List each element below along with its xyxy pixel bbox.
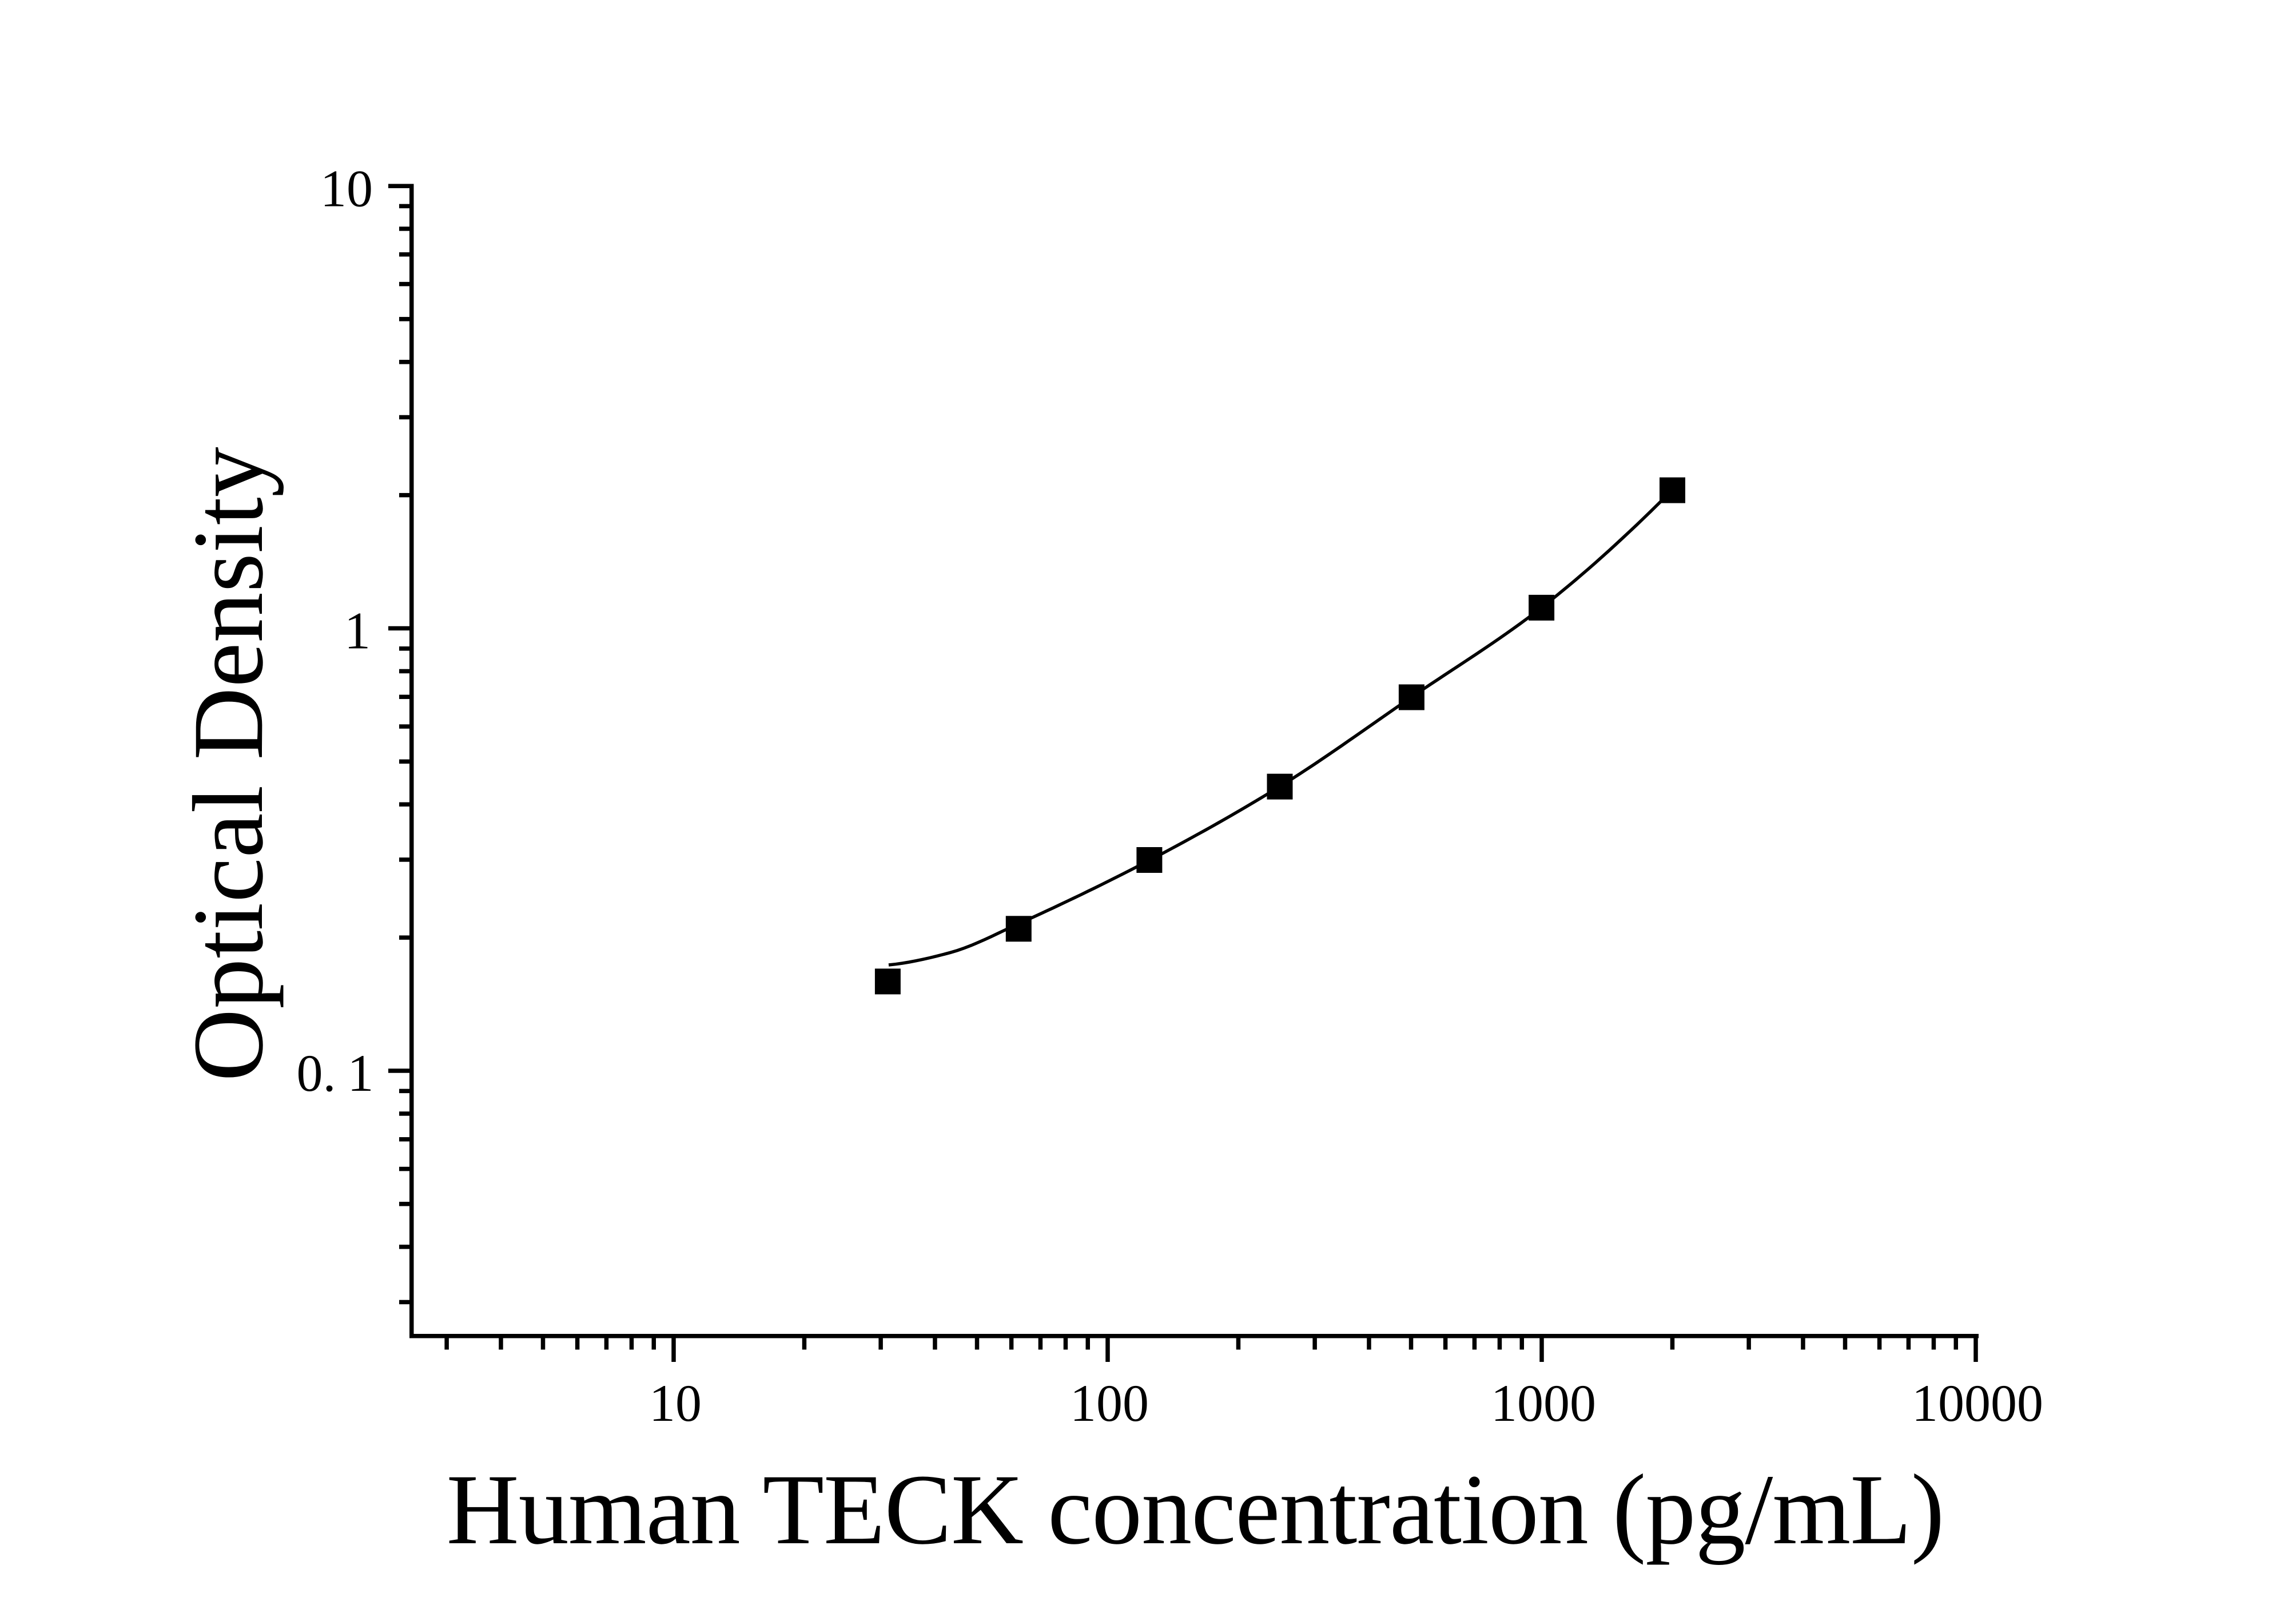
svg-text:100: 100 (1070, 1374, 1149, 1432)
svg-text:Optical Density: Optical Density (173, 447, 284, 1082)
svg-text:0.1: 0. 1 (297, 1044, 374, 1102)
svg-text:10: 10 (320, 160, 373, 218)
svg-text:10: 10 (649, 1374, 702, 1432)
svg-text:1: 1 (344, 602, 371, 660)
svg-text:1000: 1000 (1491, 1374, 1596, 1432)
svg-text:10000: 10000 (1912, 1374, 2043, 1432)
svg-text:Human TECK concentration (pg/m: Human TECK concentration (pg/mL) (447, 1454, 1944, 1566)
